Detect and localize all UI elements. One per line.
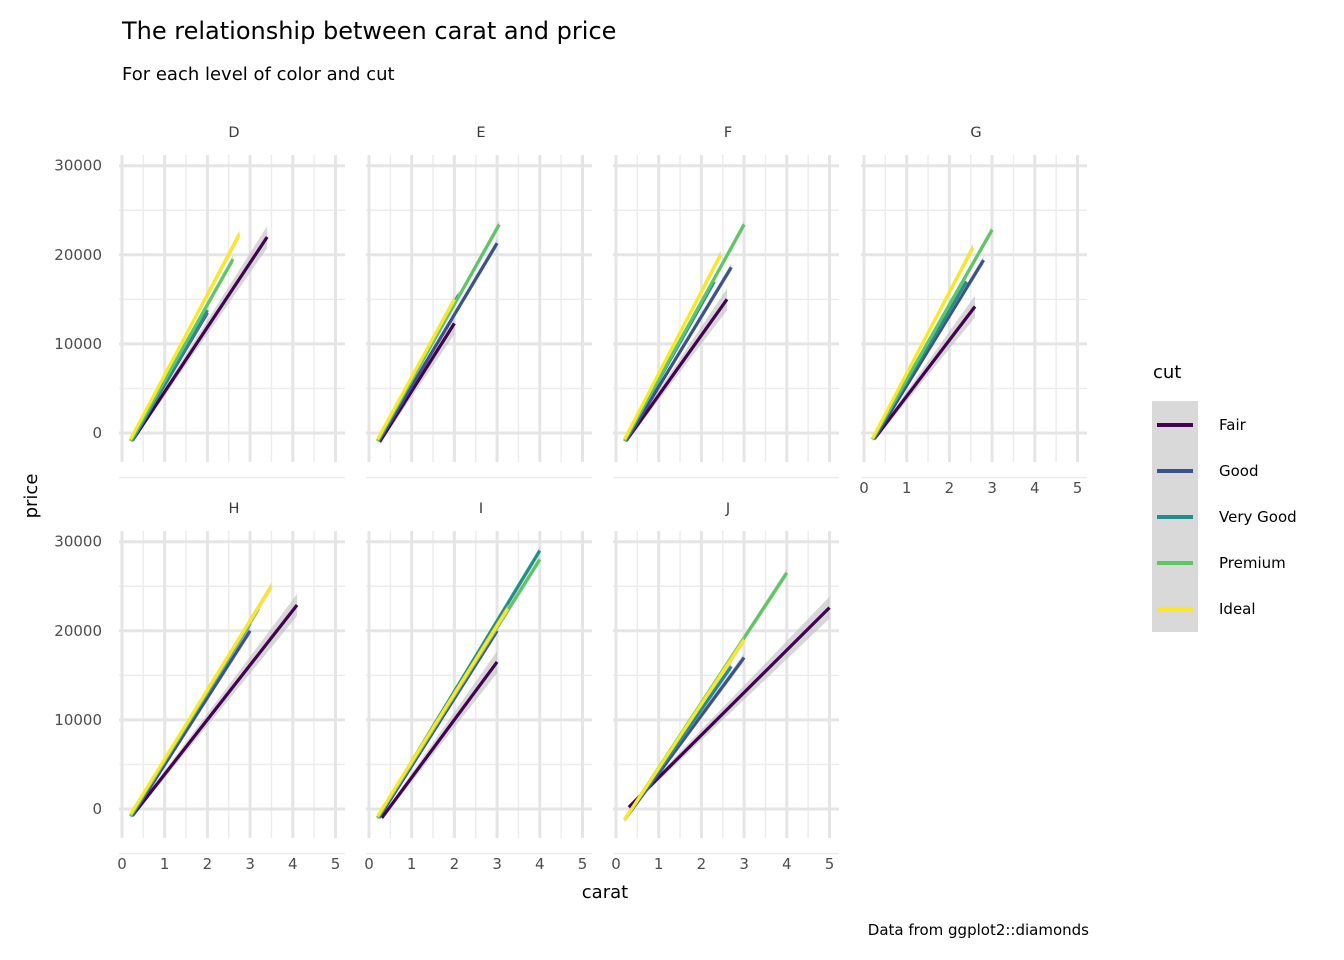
y-tick-label: 30000 xyxy=(54,533,102,551)
legend-title: cut xyxy=(1153,362,1181,383)
line-ideal xyxy=(376,607,510,817)
major-gridlines xyxy=(366,155,592,462)
x-tick-label: 1 xyxy=(654,855,664,873)
line-ideal xyxy=(376,298,456,441)
y-tick-label: 30000 xyxy=(54,157,102,175)
x-tick-label: 2 xyxy=(945,479,955,497)
x-tick-label: 0 xyxy=(611,855,621,873)
facet-strip-label: H xyxy=(229,501,240,517)
facet-panel-I: I 0 1 2 3 4 5 xyxy=(364,501,592,873)
x-tick-label: 4 xyxy=(782,855,792,873)
legend-label: Very Good xyxy=(1219,508,1297,526)
line-fair xyxy=(131,236,269,442)
legend-label: Ideal xyxy=(1219,600,1256,618)
y-tick-label: 20000 xyxy=(54,622,102,640)
facet-panel-F: F xyxy=(613,125,839,479)
y-tick-label: 20000 xyxy=(54,246,102,264)
line-fair xyxy=(131,603,299,817)
facet-panel-J: J 0 1 2 3 4 5 xyxy=(611,501,839,873)
line-ideal xyxy=(623,638,746,821)
x-tick-label: 0 xyxy=(117,855,127,873)
minor-gridlines xyxy=(366,155,592,479)
major-gridlines xyxy=(861,155,1087,462)
facet-strip-label: G xyxy=(970,125,981,141)
line-fair xyxy=(625,298,729,442)
line-fair xyxy=(378,322,456,443)
minor-gridlines xyxy=(119,155,345,479)
x-tick-label: 3 xyxy=(492,855,502,873)
legend-label: Good xyxy=(1219,462,1259,480)
major-gridlines xyxy=(613,155,839,462)
legend: cut Fair Good Very Good Premium Ideal xyxy=(1152,362,1297,632)
x-tick-label: 5 xyxy=(331,855,341,873)
x-tick-label: 0 xyxy=(859,479,869,497)
major-gridlines xyxy=(366,531,592,838)
x-tick-label: 2 xyxy=(203,855,213,873)
x-tick-label: 3 xyxy=(245,855,255,873)
x-tick-label: 3 xyxy=(739,855,749,873)
facet-strip-label: F xyxy=(724,125,732,141)
line-ideal xyxy=(129,585,273,816)
x-tick-label: 4 xyxy=(288,855,298,873)
y-tick-label: 0 xyxy=(92,800,102,818)
facet-panel-D: D 0 10000 20000 30000 xyxy=(54,125,345,479)
minor-gridlines xyxy=(613,531,839,855)
line-premium xyxy=(129,258,235,442)
legend-label: Fair xyxy=(1219,416,1247,434)
x-tick-label: 2 xyxy=(450,855,460,873)
y-axis-title: price xyxy=(21,474,42,519)
line-premium xyxy=(623,223,746,442)
minor-gridlines xyxy=(119,531,345,855)
line-good xyxy=(377,242,499,442)
y-tick-label: 0 xyxy=(92,424,102,442)
x-tick-label: 4 xyxy=(1030,479,1040,497)
x-tick-label: 5 xyxy=(578,855,588,873)
line-fair xyxy=(873,305,977,440)
chart-subtitle: For each level of color and cut xyxy=(122,64,395,85)
x-tick-label: 3 xyxy=(987,479,997,497)
line-fair xyxy=(380,661,499,819)
legend-label: Premium xyxy=(1219,554,1286,572)
line-fair xyxy=(627,606,831,809)
line-good xyxy=(624,266,733,442)
minor-gridlines xyxy=(366,531,592,855)
facet-strip-label: J xyxy=(725,501,730,517)
chart-title: The relationship between carat and price xyxy=(121,17,616,45)
facet-panel-G: G 0 1 2 3 4 5 xyxy=(859,125,1087,497)
y-tick-label: 10000 xyxy=(54,711,102,729)
x-tick-label: 1 xyxy=(160,855,170,873)
line-premium xyxy=(871,229,994,441)
facet-panel-H: H 0 10000 20000 30000 0 1 2 3 4 5 xyxy=(54,501,345,873)
x-tick-label: 5 xyxy=(825,855,835,873)
y-tick-label: 10000 xyxy=(54,335,102,353)
x-tick-label: 2 xyxy=(697,855,707,873)
major-gridlines xyxy=(119,531,345,838)
x-tick-label: 5 xyxy=(1073,479,1083,497)
x-axis-title: carat xyxy=(582,882,628,903)
x-tick-label: 1 xyxy=(407,855,417,873)
line-ideal xyxy=(871,246,975,440)
line-ideal xyxy=(623,254,723,440)
line-ideal xyxy=(129,233,241,440)
x-tick-label: 4 xyxy=(535,855,545,873)
facet-panel-E: E xyxy=(366,125,592,479)
facet-strip-label: E xyxy=(476,125,485,141)
facet-strip-label: D xyxy=(228,125,239,141)
x-tick-label: 1 xyxy=(902,479,912,497)
x-tick-label: 0 xyxy=(364,855,374,873)
minor-gridlines xyxy=(613,155,839,479)
facet-strip-label: I xyxy=(479,501,483,517)
chart-caption: Data from ggplot2::diamonds xyxy=(868,921,1089,939)
major-gridlines xyxy=(119,155,345,462)
